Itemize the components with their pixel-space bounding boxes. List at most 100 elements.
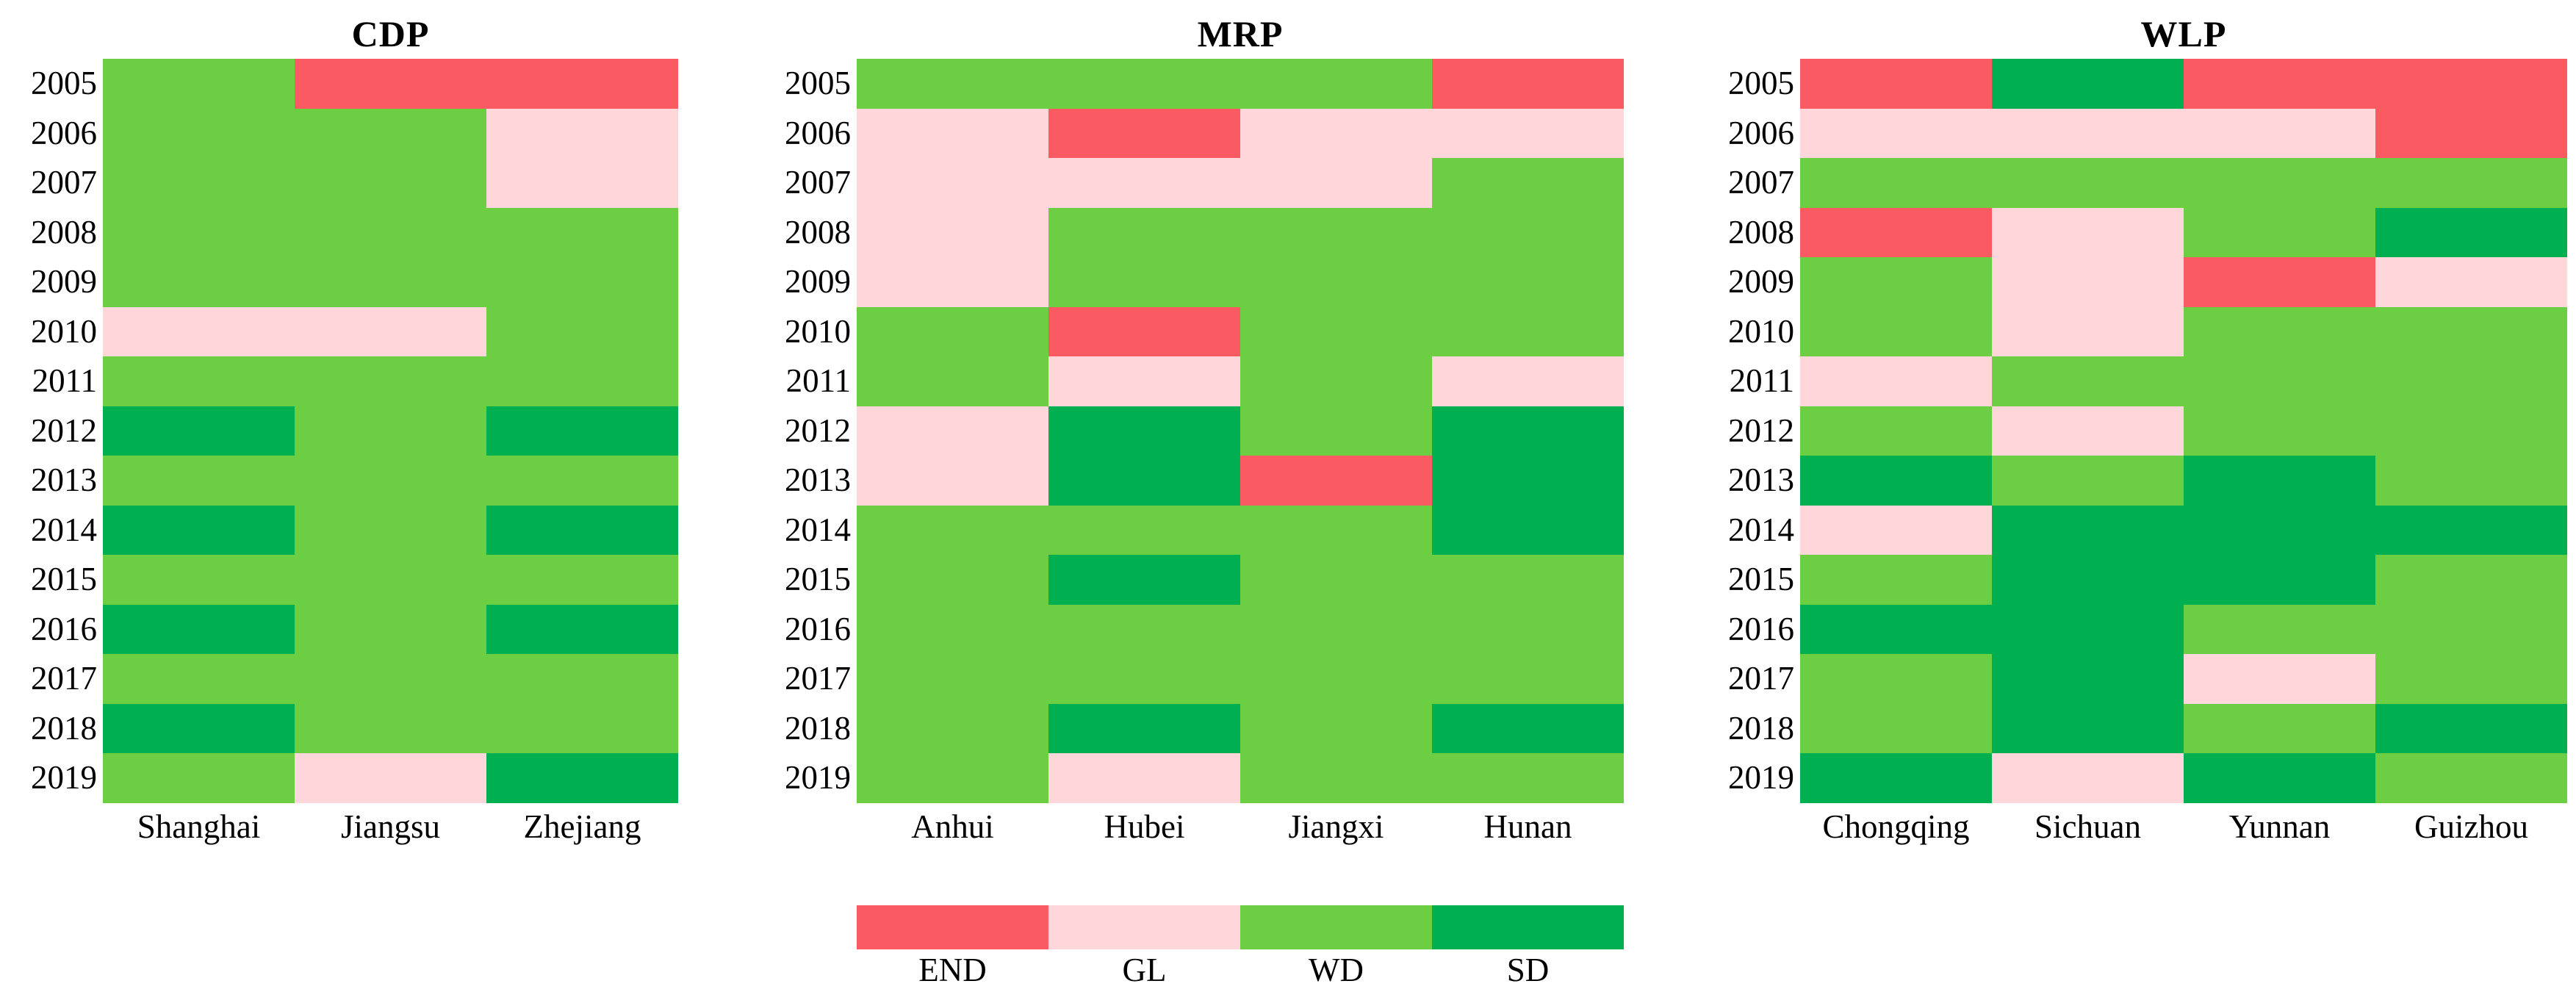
heatmap-cell-gl [1992,306,2184,356]
heatmap-cell-wd [295,158,486,208]
heatmap-cell-wd [2184,604,2375,654]
heatmap-cell-wd [1240,555,1432,605]
heatmap-cell-gl [2184,654,2375,704]
heatmap-cell-wd [857,604,1048,654]
heatmap-cell-wd [295,207,486,257]
heatmap-cell-gl [1992,257,2184,307]
heatmap-row-2011: 2011 [754,356,1624,406]
heatmap-row-2017: 2017 [754,654,1624,704]
y-tick-label: 2007 [31,164,97,201]
heatmap-cell-wd [1992,158,2184,208]
heatmap-cell-wd [103,654,295,704]
heatmap-cell-wd [1240,703,1432,753]
legend-swatch-end [857,905,1048,949]
x-tick-label: Anhui [911,808,994,845]
heatmap-cell-wd [295,406,486,456]
heatmap-cell-end [486,59,678,109]
heatmap-row-2011: 2011 [0,356,678,406]
y-tick-label: 2011 [1729,362,1794,399]
y-tick-label: 2016 [785,610,851,647]
x-tick-label: Zhejiang [523,808,641,845]
y-tick-label: 2005 [785,65,851,101]
y-tick-label: 2015 [31,561,97,597]
heatmap-cell-wd [2375,356,2567,406]
panel-cdp: CDP 2005 2006 2007 2008 2009 2010 2011 2012 2013… [0,9,678,846]
heatmap-cell-sd [103,505,295,555]
y-tick-label: 2006 [1728,114,1794,151]
heatmap-cell-wd [103,555,295,605]
heatmap-row-2016: 2016 [1697,604,2567,654]
heatmap-row-2007: 2007 [0,158,678,208]
heatmap-cell-wd [1432,555,1624,605]
heatmap-cell-sd [1432,406,1624,456]
heatmap-cell-gl [1240,158,1432,208]
heatmap-cell-wd [486,456,678,506]
heatmap-cell-wd [1800,555,1992,605]
heatmap-row-2013: 2013 [0,456,678,506]
heatmap-row-2010: 2010 [1697,306,2567,356]
heatmap-cell-gl [1240,108,1432,158]
heatmap-cell-wd [2375,555,2567,605]
heatmap-cell-wd [295,703,486,753]
heatmap-cell-wd [1432,257,1624,307]
panel-mrp: MRP 2005 2006 2007 2008 2009 2010 2011 2012 2013… [754,9,1624,846]
heatmap-cell-sd [2375,207,2567,257]
heatmap-cell-wd [486,257,678,307]
heatmap-cell-gl [486,108,678,158]
heatmap-row-2014: 2014 [0,505,678,555]
heatmap-cell-sd [486,753,678,803]
heatmap-cell-sd [103,406,295,456]
heatmap-cell-wd [295,555,486,605]
y-tick-label: 2013 [31,461,97,498]
heatmap-cell-wd [1432,604,1624,654]
heatmap-cell-wd [295,257,486,307]
heatmap-cell-gl [1992,406,2184,456]
heatmap-cell-sd [1992,505,2184,555]
heatmap-cell-wd [486,703,678,753]
heatmap-row-2007: 2007 [1697,158,2567,208]
legend-label-sd: SD [1506,952,1550,988]
heatmap-cell-wd [295,356,486,406]
y-tick-label: 2019 [1728,759,1794,796]
heatmap-cell-wd [2184,356,2375,406]
legend-label-wd: WD [1309,952,1364,988]
y-tick-label: 2005 [1728,65,1794,101]
heatmap-cell-wd [1432,158,1624,208]
heatmap-row-2016: 2016 [0,604,678,654]
y-tick-label: 2011 [785,362,851,399]
heatmap-cell-sd [486,604,678,654]
heatmap-cell-wd [103,207,295,257]
heatmap-cell-wd [2375,158,2567,208]
heatmap-cell-wd [1800,257,1992,307]
y-tick-label: 2015 [785,561,851,597]
heatmap-cell-wd [1800,306,1992,356]
y-tick-label: 2014 [1728,511,1794,548]
heatmap-cell-wd [295,604,486,654]
heatmap-cell-wd [486,207,678,257]
y-tick-label: 2013 [1728,461,1794,498]
heatmap-cell-gl [857,456,1048,506]
heatmap-row-2008: 2008 [1697,207,2567,257]
heatmap-row-2014: 2014 [1697,505,2567,555]
heatmap-row-2005: 2005 [754,59,1624,109]
heatmap-cell-sd [1432,505,1624,555]
heatmap-row-2018: 2018 [754,703,1624,753]
heatmap-cell-sd [103,703,295,753]
heatmap-cell-sd [2375,703,2567,753]
legend-labels: END GL WD SD [857,951,1624,989]
heatmap-row-2019: 2019 [0,753,678,803]
x-tick-label: Chongqing [1822,808,1970,845]
heatmap-cell-wd [2375,604,2567,654]
heatmap-cell-sd [1048,703,1240,753]
heatmap-cell-sd [2184,753,2375,803]
y-tick-label: 2016 [31,610,97,647]
heatmap-cell-sd [1432,456,1624,506]
heatmap-cell-wd [103,158,295,208]
heatmap-cell-wd [857,753,1048,803]
heatmap-row-2013: 2013 [1697,456,2567,506]
y-tick-label: 2009 [785,263,851,300]
heatmap-cell-wd [1240,257,1432,307]
heatmap-row-2009: 2009 [754,257,1624,307]
heatmap-cell-wd [1048,257,1240,307]
